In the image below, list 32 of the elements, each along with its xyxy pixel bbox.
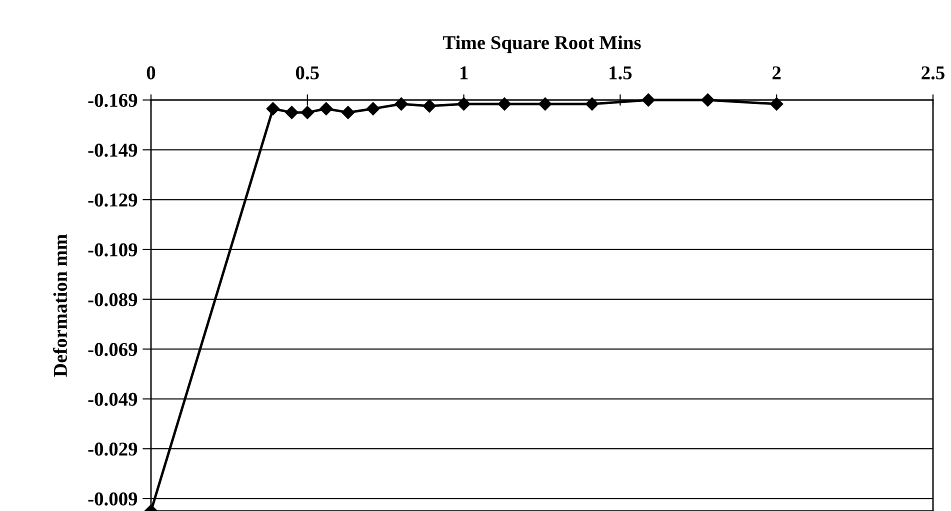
point — [300, 106, 314, 120]
point — [642, 93, 655, 107]
y-tick-label: -0.169 — [88, 94, 138, 108]
y-tick-label: -0.109 — [88, 243, 138, 256]
y-tick-label: -0.129 — [88, 193, 138, 207]
x-tick-label: 1.5 — [610, 66, 632, 80]
point — [285, 106, 298, 120]
y-tick-label: -0.089 — [88, 293, 138, 306]
point — [538, 97, 552, 111]
point — [266, 102, 280, 116]
y-tick-label: -0.029 — [88, 442, 138, 456]
x-tick-label: 2 — [772, 66, 781, 80]
point — [394, 97, 408, 111]
point — [457, 97, 470, 111]
x-tick-label: 0.5 — [296, 66, 319, 80]
point — [701, 93, 714, 107]
point — [770, 97, 784, 111]
x-tick-label: 1 — [460, 66, 468, 80]
point — [585, 97, 599, 111]
point — [422, 99, 436, 113]
point — [366, 102, 380, 116]
y-axis-title: Deformation mm — [53, 234, 67, 377]
x-tick-label: 0 — [146, 66, 156, 80]
point — [320, 102, 333, 116]
point — [498, 97, 512, 111]
y-tick-label: -0.069 — [88, 342, 138, 356]
y-tick-label: -0.009 — [88, 492, 138, 506]
x-tick-label: 2.5 — [922, 66, 944, 80]
y-tick-label: -0.049 — [88, 392, 138, 406]
y-tick-label: -0.149 — [88, 144, 138, 157]
x-axis-title: Time Square Root Mins — [442, 36, 641, 54]
point — [341, 106, 355, 120]
